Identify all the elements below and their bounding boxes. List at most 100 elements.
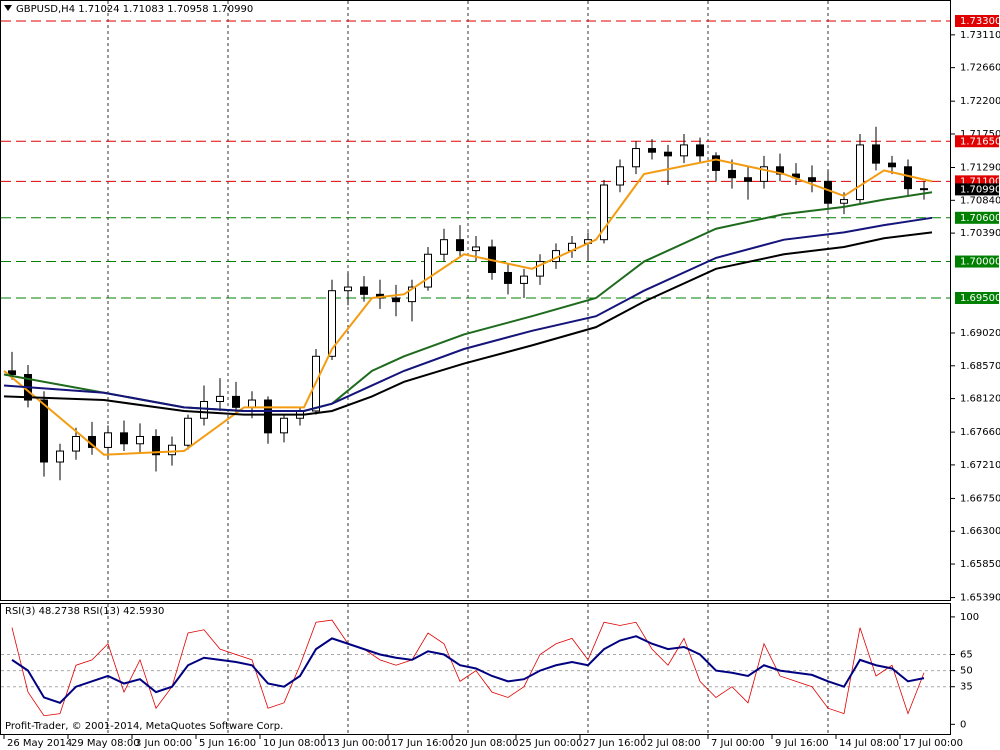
candle-body: [888, 162, 896, 168]
x-tick-label: 7 Jul 00:00: [711, 738, 765, 749]
candle-body: [120, 432, 128, 445]
x-tick-label: 29 May 08:00: [71, 738, 140, 749]
candle-body: [664, 151, 672, 157]
level-tag: [955, 135, 999, 148]
candle-body: [344, 286, 352, 292]
y-tick-label: 1.66750: [960, 493, 1000, 504]
x-tick-label: 10 Jun 08:00: [263, 738, 327, 749]
candle-body: [856, 144, 864, 201]
candle-body: [216, 395, 224, 402]
candle-body: [680, 144, 688, 157]
footer: Profit-Trader, © 2001-2014, MetaQuotes S…: [5, 721, 283, 732]
candle-body: [600, 184, 608, 241]
candle-body: [248, 399, 256, 408]
current-price-tag: [955, 183, 999, 196]
candle-body: [56, 450, 64, 463]
y-tick-label: 0: [960, 719, 966, 730]
y-tick-label: 1.65390: [960, 593, 1000, 604]
candle-body: [40, 399, 48, 463]
y-tick-label: 35: [960, 682, 973, 693]
level-label: 1.73300: [960, 16, 1000, 27]
candle-body: [840, 199, 848, 204]
y-tick-label: 1.72200: [960, 96, 1000, 107]
candle-body: [232, 395, 240, 408]
candle-body: [744, 177, 752, 182]
x-tick-label: 2 Jul 08:00: [647, 738, 701, 749]
moving-average: [3, 158, 933, 456]
candle-body: [360, 286, 368, 295]
y-tick-label: 1.67210: [960, 460, 1000, 471]
y-tick-label: 1.70390: [960, 228, 1000, 239]
y-tick-label: 1.68570: [960, 361, 1000, 372]
candle-body: [72, 435, 80, 452]
x-tick-label: 14 Jul 08:00: [839, 738, 899, 749]
current-price-label: 1.70990: [960, 184, 1000, 195]
candle-body: [392, 297, 400, 303]
level-label: 1.71650: [960, 136, 1000, 147]
candle-body: [184, 417, 192, 446]
x-tick-label: 17 Jul 00:00: [903, 738, 963, 749]
x-tick-label: 5 Jun 16:00: [199, 738, 256, 749]
y-tick-label: 1.71750: [960, 129, 1000, 140]
candle-body: [632, 148, 640, 168]
candle-body: [8, 370, 16, 376]
y-tick-label: 100: [960, 612, 979, 623]
candle-body: [136, 435, 144, 445]
candle-body: [168, 444, 176, 456]
y-tick-label: 1.65850: [960, 559, 1000, 570]
x-tick-label: 17 Jun 16:00: [391, 738, 455, 749]
y-tick-label: 65: [960, 649, 973, 660]
candle-body: [440, 239, 448, 255]
candle-body: [872, 144, 880, 164]
y-tick-label: 1.68120: [960, 394, 1000, 405]
candle-body: [264, 399, 272, 434]
rsi-line: [11, 635, 925, 704]
y-tick-label: 1.73110: [960, 30, 1000, 41]
level-tag: [955, 291, 999, 304]
candle-body: [280, 417, 288, 434]
x-tick-label: 9 Jul 16:00: [775, 738, 829, 749]
candle-body: [824, 180, 832, 204]
y-tick-label: 50: [960, 666, 973, 677]
candle-body: [520, 275, 528, 284]
level-label: 1.70000: [960, 257, 1000, 268]
level-tag: [955, 255, 999, 268]
level-label: 1.69500: [960, 293, 1000, 304]
indicator-title: RSI(3) 48.2738 RSI(13) 42.5930: [5, 606, 164, 617]
y-tick-label: 1.66300: [960, 526, 1000, 537]
candle-body: [760, 166, 768, 182]
chart-title: GBPUSD,H4 1.71024 1.71083 1.70958 1.7099…: [16, 4, 253, 15]
candle-body: [152, 435, 160, 456]
candle-body: [504, 271, 512, 284]
collapse-icon: [4, 5, 12, 11]
candle-body: [408, 286, 416, 303]
candle-body: [328, 290, 336, 357]
rsi-line: [11, 619, 925, 717]
level-label: 1.70600: [960, 213, 1000, 224]
x-tick-label: 27 Jun 16:00: [583, 738, 647, 749]
candle-body: [456, 239, 464, 252]
moving-average: [3, 216, 933, 412]
candle-body: [712, 155, 720, 171]
candle-body: [200, 400, 208, 419]
y-tick-label: 1.69020: [960, 328, 1000, 339]
x-tick-label: 25 Jun 00:00: [519, 738, 583, 749]
level-tag: [955, 14, 999, 27]
candle-body: [536, 261, 544, 277]
candle-body: [616, 166, 624, 186]
candle-body: [648, 148, 656, 153]
level-label: 1.71100: [960, 176, 1000, 187]
y-tick-label: 1.70840: [960, 195, 1000, 206]
candle-body: [808, 177, 816, 182]
y-tick-label: 1.71290: [960, 163, 1000, 174]
candle-body: [904, 166, 912, 190]
candle-body: [424, 253, 432, 288]
x-tick-label: 3 Jun 00:00: [135, 738, 192, 749]
moving-average: [3, 231, 933, 416]
y-tick-label: 1.67660: [960, 427, 1000, 438]
candle-body: [728, 169, 736, 179]
y-tick-label: 1.72660: [960, 63, 1000, 74]
candle-body: [920, 188, 928, 191]
candle-body: [104, 432, 112, 448]
